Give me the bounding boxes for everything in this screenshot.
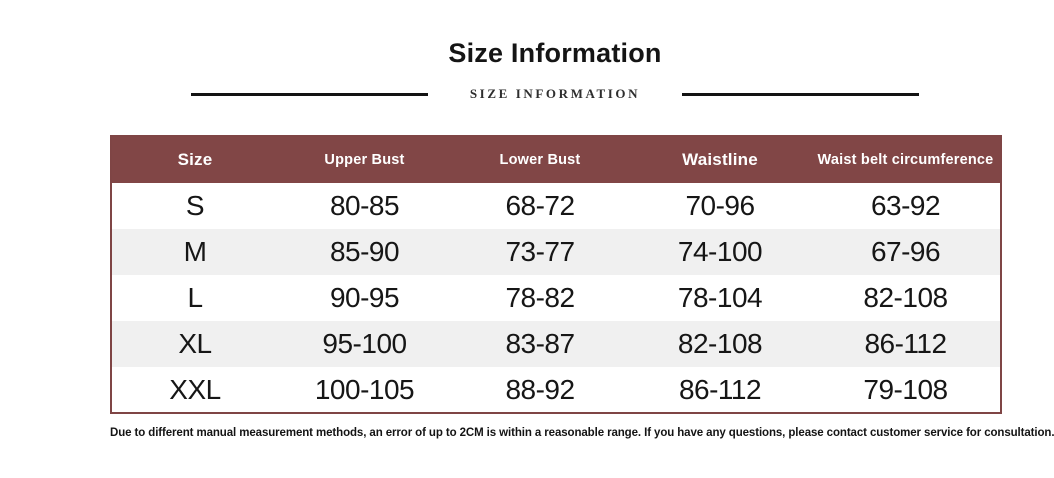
size-cell: S	[185, 190, 205, 221]
size-cell: XL	[178, 328, 212, 359]
value-cell: 74-100	[677, 236, 763, 267]
table-row: XXL 100-105 88-92 86-112 79-108	[111, 367, 1001, 413]
table-row: XL 95-100 83-87 82-108 86-112	[111, 321, 1001, 367]
table-row: M 85-90 73-77 74-100 67-96	[111, 229, 1001, 275]
value-cell: 73-77	[505, 236, 575, 267]
subtitle-row: SIZE INFORMATION	[110, 86, 1000, 102]
measurement-disclaimer: Due to different manual measurement meth…	[110, 427, 1054, 439]
column-header: Waistline	[682, 150, 758, 169]
size-table: Size Upper Bust Lower Bust Waistline Waist b…	[110, 135, 1002, 414]
value-cell: 68-72	[505, 190, 575, 221]
value-cell: 79-108	[863, 373, 948, 405]
column-header: Size	[177, 150, 213, 169]
value-cell: 63-92	[870, 190, 941, 221]
value-cell: 85-90	[329, 236, 400, 267]
table-header-row: Size Upper Bust Lower Bust Waistline Waist b…	[111, 136, 1001, 183]
value-cell: 82-108	[677, 328, 763, 359]
value-cell: 78-104	[677, 282, 763, 313]
value-cell: 78-82	[505, 282, 575, 313]
table-row: S 80-85 68-72 70-96 63-92	[111, 183, 1001, 229]
value-cell: 88-92	[505, 373, 575, 405]
value-cell: 67-96	[870, 236, 941, 267]
column-header: Waist belt circumference	[817, 152, 994, 168]
table-body: S 80-85 68-72 70-96 63-92 M 85-90 73-77 74-100 67…	[111, 183, 1001, 413]
value-cell: 100-105	[314, 373, 415, 405]
value-cell: 86-112	[678, 373, 762, 405]
left-divider-line	[190, 92, 428, 96]
size-cell: L	[187, 282, 203, 313]
value-cell: 86-112	[864, 328, 947, 359]
value-cell: 70-96	[685, 190, 755, 221]
size-information-panel: Size Information SIZE INFORMATION Size Up…	[110, 0, 1054, 439]
value-cell: 80-85	[329, 190, 400, 221]
value-cell: 83-87	[505, 328, 575, 359]
size-cell: XXL	[169, 373, 221, 405]
size-cell: M	[183, 236, 207, 267]
column-header: Upper Bust	[324, 152, 405, 168]
right-divider-line	[682, 92, 920, 96]
table-row: L 90-95 78-82 78-104 82-108	[111, 275, 1001, 321]
column-header: Lower Bust	[499, 152, 581, 168]
value-cell: 90-95	[329, 282, 400, 313]
page-subtitle: SIZE INFORMATION	[469, 86, 641, 101]
page-title: Size Information	[448, 38, 662, 68]
value-cell: 82-108	[863, 282, 948, 313]
value-cell: 95-100	[322, 328, 407, 359]
